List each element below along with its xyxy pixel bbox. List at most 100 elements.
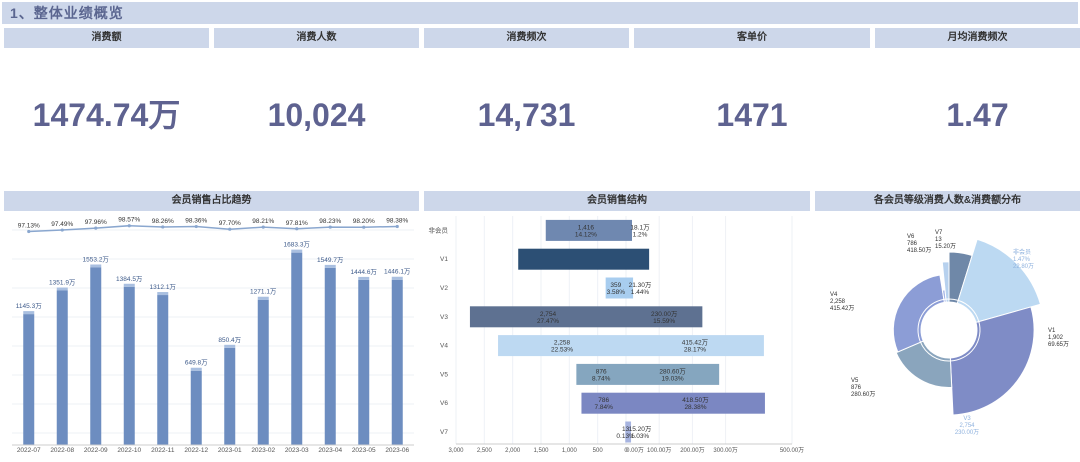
x-tick-label: 2,500 [477,448,493,454]
rose-segment [949,306,1035,416]
bar-left [625,421,626,443]
bar-right-pct: 28.17% [684,347,706,354]
panel-title-trend: 会员销售占比趋势 [4,191,419,211]
inner-ring-segment [945,298,950,303]
bar-right-label: 418.50万 [682,396,709,404]
bar-cap [56,287,68,291]
x-tick-label: 2022-07 [17,447,41,454]
bar [257,299,269,445]
kpi-header-monthly-frequency: 月均消费频次 [875,28,1080,48]
callout-label: 415.42万 [830,305,854,312]
x-tick-label: 0.00万 [626,447,644,454]
pct-line [28,224,398,233]
bar-left-label: 876 [596,368,607,375]
pct-label: 98.20% [353,218,375,225]
x-tick-label: 2022-09 [84,447,108,454]
bar-label: 1444.6万 [351,268,378,276]
callout-label: V6 [907,234,915,240]
bar-right-pct: 28.38% [684,404,706,411]
bar-right [626,248,650,270]
bar [190,370,202,445]
callout-label: 69.65万 [1048,341,1069,348]
pct-label: 98.21% [252,218,274,225]
pct-point [161,225,165,229]
bar-left-pct: 0.13% [616,433,635,440]
x-tick-label: 2023-06 [385,447,409,454]
callout-label: V3 [963,416,971,422]
bar-label: 1271.1万 [250,288,277,296]
section-title: 1、整体业绩概览 [2,2,1078,24]
callout-label: 418.50万 [907,247,931,254]
pct-label: 97.96% [85,219,107,226]
bar-cap [257,296,269,300]
bar-left [545,219,626,241]
y-category-label: V4 [440,343,448,350]
callout-label: 1,902 [1048,335,1064,341]
x-tick-label: 3,000 [448,448,464,454]
bar-label: 1553.2万 [83,255,110,263]
pct-point [362,225,366,229]
y-category-label: V5 [440,371,448,378]
bar [324,267,336,445]
bar [157,295,169,445]
bar-label: 1446.1万 [384,268,411,276]
bar-left [518,248,626,270]
x-tick-label: 100.00万 [647,447,671,454]
pct-point [194,224,198,229]
bar-cap [123,283,135,287]
bar [224,347,236,445]
bar-left-label: 2,754 [540,311,557,318]
pct-label: 98.38% [386,217,408,224]
bar-cap [291,249,303,253]
bar-cap [358,276,370,280]
rose-segment [892,274,945,353]
trend-chart: 97.13% 97.49% 97.96% 98.57% 98.26% 98.36% 97.7… [12,217,414,454]
kpi-value-sales: 1474.74万 [32,97,181,133]
kpi-value-monthly-frequency: 1.47 [946,97,1009,133]
bar [291,252,303,445]
bar-right [626,335,764,357]
callout-label: 2,258 [830,299,846,305]
callout-label: 非会员 [1013,248,1031,256]
bar-left-label: 786 [598,397,609,404]
bar-right-pct: 15.59% [653,318,675,325]
bar [23,314,35,445]
bar-label: 649.8万 [185,359,208,367]
bar [391,279,403,445]
bar-left-pct: 8.74% [592,375,611,382]
bar-left-label: 13 [622,426,630,433]
kpi-value-customers: 10,024 [267,97,366,133]
bar-left-pct: 22.53% [551,347,573,354]
pct-point [228,227,232,231]
pct-point [328,225,332,229]
kpi-header-frequency: 消费频次 [424,28,629,48]
bar-right-pct: 1.03% [631,433,650,440]
bar-right-label: 21.30万 [629,281,652,289]
callout-label: 2,754 [959,423,975,429]
x-tick-label: 200.00万 [680,447,704,454]
x-tick-label: 2023-05 [352,447,376,454]
pct-point [395,224,399,229]
callout-label: 22.80万 [1013,263,1034,270]
bar-cap [157,292,169,296]
pct-point [60,228,64,232]
callout-label: 15.20万 [935,243,956,250]
y-category-label: V1 [440,256,448,263]
pct-label: 97.13% [18,222,40,229]
bar-right-label: 280.60万 [659,367,686,375]
y-category-label: V2 [440,285,448,292]
bar-label: 1351.9万 [49,278,76,286]
panel-title-distribution: 各会员等级消费人数&消费额分布 [815,191,1080,211]
pct-point [27,229,31,234]
y-category-label: V6 [440,400,448,407]
callout-label: 876 [851,385,862,391]
pct-point [94,226,98,230]
bar-left-pct: 3.58% [607,289,626,296]
bar-cap [324,264,336,268]
callout-label: 1.47% [1013,257,1031,263]
pct-point [261,225,265,229]
callout-label: V7 [935,230,943,236]
bar-left [576,363,626,385]
